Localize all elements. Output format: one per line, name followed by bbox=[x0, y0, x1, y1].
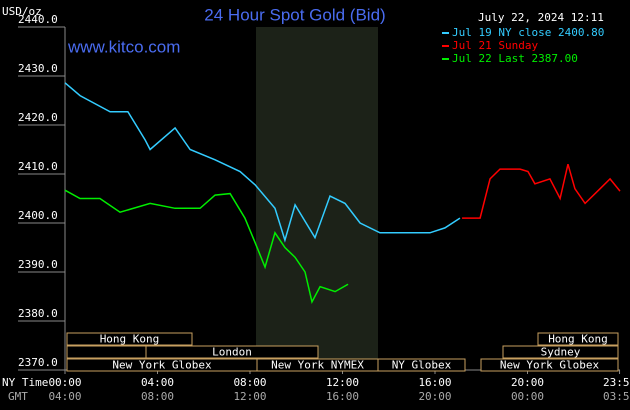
nymex-shade bbox=[256, 27, 378, 370]
session-label: New York NYMEX bbox=[271, 359, 364, 372]
x2-label: GMT bbox=[8, 390, 28, 403]
x2-tick-label: 04:00 bbox=[48, 390, 81, 403]
session-bar bbox=[502, 345, 619, 359]
y-tick-label: 2400.0 bbox=[18, 209, 58, 222]
price-line bbox=[64, 82, 461, 243]
session-label: Hong Kong bbox=[100, 333, 160, 346]
session-bar bbox=[145, 345, 319, 359]
session-label: Sydney bbox=[541, 346, 581, 359]
session-bar bbox=[377, 358, 466, 372]
price-line bbox=[462, 163, 621, 219]
watermark: www.kitco.com bbox=[67, 37, 180, 56]
x2-tick-label: 00:00 bbox=[511, 390, 544, 403]
legend-label: Jul 19 NY close 2400.80 bbox=[452, 26, 604, 39]
session-label: New York Globex bbox=[112, 359, 212, 372]
x-tick-label: 04:00 bbox=[141, 376, 174, 389]
y-tick-label: 2440.0 bbox=[18, 13, 58, 26]
session-label: London bbox=[212, 346, 252, 359]
x-tick-label: 12:00 bbox=[326, 376, 359, 389]
x-label: NY Time bbox=[2, 376, 48, 389]
chart-title: 24 Hour Spot Gold (Bid) bbox=[204, 5, 385, 24]
y-tick-label: 2410.0 bbox=[18, 160, 58, 173]
price-line bbox=[64, 189, 349, 305]
x-tick-label: 00:00 bbox=[48, 376, 81, 389]
legend-label: Jul 22 Last 2387.00 bbox=[452, 52, 578, 65]
session-label: NY Globex bbox=[392, 359, 452, 372]
y-tick-label: 2370.0 bbox=[18, 356, 58, 369]
session-bar bbox=[66, 345, 147, 359]
unit-label: USD/oz bbox=[2, 5, 42, 18]
x2-tick-label: 16:00 bbox=[326, 390, 359, 403]
y-tick-label: 2380.0 bbox=[18, 307, 58, 320]
x-tick-label: 23:59 bbox=[603, 376, 630, 389]
x-tick-label: 20:00 bbox=[511, 376, 544, 389]
x2-tick-label: 08:00 bbox=[141, 390, 174, 403]
session-bar bbox=[537, 332, 619, 346]
x2-tick-label: 12:00 bbox=[233, 390, 266, 403]
y-tick-label: 2420.0 bbox=[18, 111, 58, 124]
y-tick-label: 2390.0 bbox=[18, 258, 58, 271]
session-label: New York Globex bbox=[500, 359, 600, 372]
y-tick-label: 2430.0 bbox=[18, 62, 58, 75]
x2-tick-label: 03:59 bbox=[603, 390, 630, 403]
x-tick-label: 08:00 bbox=[233, 376, 266, 389]
legend-label: Jul 21 Sunday bbox=[452, 39, 538, 52]
timestamp: July 22, 2024 12:11 bbox=[478, 11, 604, 24]
x-tick-label: 16:00 bbox=[418, 376, 451, 389]
session-bar bbox=[480, 358, 619, 372]
session-bar bbox=[66, 332, 193, 346]
session-label: Hong Kong bbox=[548, 333, 608, 346]
x2-tick-label: 20:00 bbox=[418, 390, 451, 403]
